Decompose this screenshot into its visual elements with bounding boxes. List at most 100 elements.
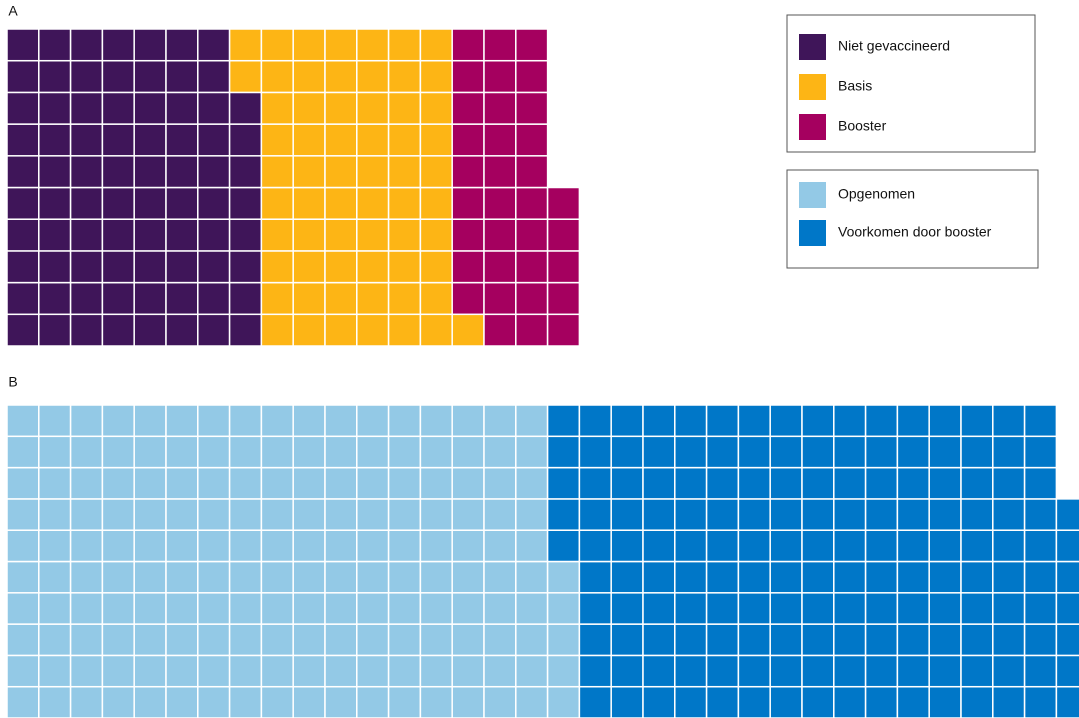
waffle-cell bbox=[419, 529, 453, 563]
waffle-cell bbox=[292, 623, 326, 657]
waffle-cell bbox=[197, 560, 231, 594]
waffle-cell bbox=[451, 466, 485, 500]
waffle-cell bbox=[197, 529, 231, 563]
waffle-cell bbox=[546, 313, 581, 347]
waffle-cell bbox=[101, 218, 135, 252]
waffle-cell bbox=[546, 529, 581, 563]
waffle-cell bbox=[38, 281, 72, 316]
waffle-cell bbox=[133, 404, 167, 438]
waffle-cell bbox=[960, 466, 994, 500]
waffle-cell bbox=[546, 186, 581, 220]
waffle-cell bbox=[228, 123, 263, 157]
waffle-cell bbox=[610, 623, 644, 657]
waffle-cell bbox=[38, 59, 72, 94]
waffle-cell bbox=[101, 466, 135, 500]
waffle-cell bbox=[515, 685, 549, 718]
waffle-cell bbox=[928, 685, 962, 718]
waffle-cell bbox=[1055, 623, 1079, 657]
waffle-cell bbox=[737, 623, 771, 657]
legend-swatch bbox=[799, 74, 826, 100]
waffle-cell bbox=[610, 685, 644, 718]
waffle-cell bbox=[928, 435, 962, 469]
waffle-cell bbox=[228, 654, 263, 688]
waffle-cell bbox=[356, 155, 390, 189]
waffle-cell bbox=[228, 435, 263, 469]
waffle-cell bbox=[705, 685, 740, 718]
waffle-cell bbox=[801, 498, 835, 531]
waffle-cell bbox=[324, 123, 358, 157]
waffle-cell bbox=[896, 404, 930, 438]
waffle-cell bbox=[515, 654, 549, 688]
waffle-cell bbox=[228, 592, 263, 625]
waffle-cell bbox=[101, 155, 135, 189]
waffle-cell bbox=[483, 123, 517, 157]
waffle-cell bbox=[610, 435, 644, 469]
waffle-cell bbox=[737, 529, 771, 563]
waffle-cell bbox=[387, 404, 422, 438]
waffle-cell bbox=[642, 404, 676, 438]
waffle-cell bbox=[546, 404, 581, 438]
waffle-cell bbox=[292, 685, 326, 718]
waffle-cell bbox=[387, 28, 422, 62]
waffle-cell bbox=[324, 218, 358, 252]
waffle-cell bbox=[960, 435, 994, 469]
waffle-cell bbox=[769, 592, 803, 625]
waffle-cell bbox=[6, 560, 40, 594]
waffle-cell bbox=[515, 313, 549, 347]
waffle-cell bbox=[1023, 435, 1058, 469]
waffle-cell bbox=[101, 59, 135, 94]
waffle-cell bbox=[642, 498, 676, 531]
waffle-cell bbox=[960, 529, 994, 563]
waffle-cell bbox=[483, 155, 517, 189]
waffle-cell bbox=[610, 560, 644, 594]
waffle-cell bbox=[324, 91, 358, 125]
waffle-cell bbox=[356, 186, 390, 220]
waffle-cell bbox=[133, 218, 167, 252]
waffle-cell bbox=[165, 59, 199, 94]
waffle-cell bbox=[197, 28, 231, 62]
waffle-cell bbox=[260, 250, 294, 284]
waffle-cell bbox=[38, 466, 72, 500]
waffle-cell bbox=[260, 654, 294, 688]
legend-box bbox=[786, 169, 1039, 269]
waffle-cell bbox=[769, 685, 803, 718]
waffle-cell bbox=[6, 155, 40, 189]
waffle-cell bbox=[769, 466, 803, 500]
waffle-cell bbox=[705, 654, 740, 688]
legend-label: Booster bbox=[838, 118, 887, 134]
waffle-cell bbox=[38, 123, 72, 157]
waffle-cell bbox=[546, 498, 581, 531]
waffle-cell bbox=[69, 250, 104, 284]
waffle-cell bbox=[928, 498, 962, 531]
waffle-cell bbox=[483, 313, 517, 347]
waffle-cell bbox=[228, 155, 263, 189]
waffle-cell bbox=[801, 623, 835, 657]
waffle-cell bbox=[737, 404, 771, 438]
waffle-cell bbox=[101, 435, 135, 469]
waffle-cell bbox=[6, 218, 40, 252]
waffle-cell bbox=[356, 250, 390, 284]
waffle-cell bbox=[451, 685, 485, 718]
waffle-cell bbox=[387, 498, 422, 531]
waffle-cell bbox=[928, 560, 962, 594]
waffle-cell bbox=[228, 59, 263, 94]
waffle-cell bbox=[6, 466, 40, 500]
waffle-cell bbox=[515, 186, 549, 220]
waffle-cell bbox=[896, 529, 930, 563]
waffle-cell bbox=[324, 623, 358, 657]
waffle-cell bbox=[292, 498, 326, 531]
waffle-cell bbox=[674, 654, 708, 688]
waffle-cell bbox=[69, 281, 104, 316]
waffle-cell bbox=[928, 404, 962, 438]
waffle-cell bbox=[101, 560, 135, 594]
waffle-cell bbox=[356, 123, 390, 157]
waffle-cell bbox=[451, 654, 485, 688]
legend-label: Voorkomen door booster bbox=[838, 224, 992, 240]
waffle-cell bbox=[165, 529, 199, 563]
waffle-cell bbox=[292, 435, 326, 469]
waffle-cell bbox=[228, 529, 263, 563]
waffle-cell bbox=[6, 623, 40, 657]
waffle-cell bbox=[515, 560, 549, 594]
waffle-cell bbox=[610, 654, 644, 688]
waffle-cell bbox=[69, 592, 104, 625]
